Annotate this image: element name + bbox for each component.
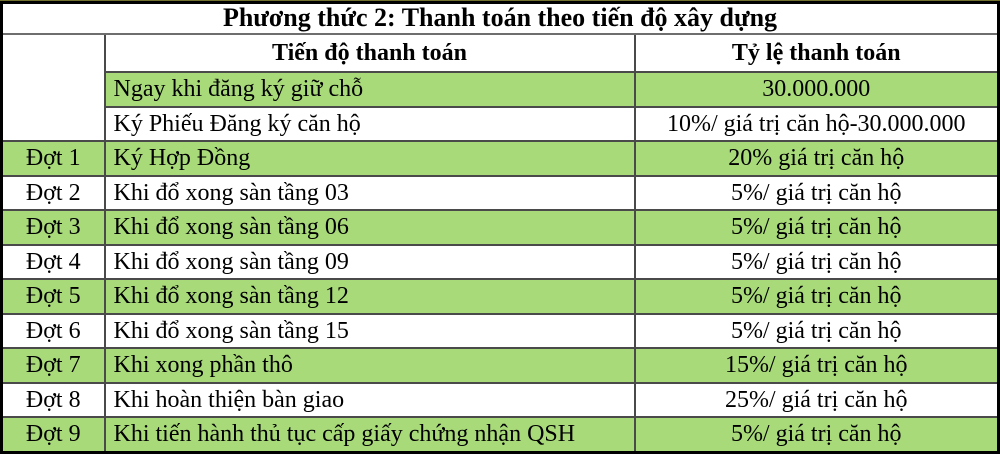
table-header-row: Tiến độ thanh toán Tỷ lệ thanh toán	[0, 32, 1000, 143]
ratio-cell: 5%/ giá trị căn hộ	[633, 312, 1000, 350]
ratio-cell: 20% giá trị căn hộ	[633, 140, 1000, 177]
progress-cell: Ký Phiếu Đăng ký căn hộ	[103, 105, 636, 143]
stage-cell: Đợt 7	[0, 347, 106, 384]
stage-cell: Đợt 6	[0, 312, 106, 350]
stage-cell: Đợt 8	[0, 381, 106, 419]
column-header-ratio: Tỷ lệ thanh toán	[633, 33, 1000, 73]
progress-cell: Khi tiến hành thủ tục cấp giấy chứng nhậ…	[103, 416, 636, 454]
table-row: Đợt 4 Khi đổ xong sàn tầng 09 5%/ giá tr…	[0, 243, 1000, 281]
ratio-cell: 25%/ giá trị căn hộ	[633, 381, 1000, 419]
table-row: Đợt 7 Khi xong phần thô 15%/ giá trị căn…	[0, 347, 1000, 384]
ratio-cell: 10%/ giá trị căn hộ-30.000.000	[633, 105, 1000, 143]
progress-cell: Khi đổ xong sàn tầng 03	[103, 174, 636, 212]
progress-cell: Khi đổ xong sàn tầng 06	[103, 209, 636, 246]
ratio-cell: 5%/ giá trị căn hộ	[633, 209, 1000, 246]
ratio-cell: 5%/ giá trị căn hộ	[633, 174, 1000, 212]
stage-cell: Đợt 2	[0, 174, 106, 212]
progress-cell: Khi đổ xong sàn tầng 09	[103, 243, 636, 281]
stage-cell: Đợt 9	[0, 416, 106, 454]
stage-cell: Đợt 5	[0, 278, 106, 315]
table-row: Phương thức 2: Thanh toán theo tiến độ x…	[0, 1, 1000, 35]
table-row: Đợt 8 Khi hoàn thiện bàn giao 25%/ giá t…	[0, 381, 1000, 419]
table-row: Đợt 6 Khi đổ xong sàn tầng 15 5%/ giá tr…	[0, 312, 1000, 350]
stage-cell: Đợt 1	[0, 140, 106, 177]
table-row: Ký Phiếu Đăng ký căn hộ 10%/ giá trị căn…	[2, 105, 1000, 143]
table-row: Đợt 2 Khi đổ xong sàn tầng 03 5%/ giá tr…	[0, 174, 1000, 212]
column-header-progress: Tiến độ thanh toán	[103, 33, 636, 73]
progress-cell: Khi xong phần thô	[103, 347, 636, 384]
progress-cell: Khi đổ xong sàn tầng 15	[103, 312, 636, 350]
table-row: Đợt 9 Khi tiến hành thủ tục cấp giấy chứ…	[0, 416, 1000, 454]
table-row: Đợt 5 Khi đổ xong sàn tầng 12 5%/ giá tr…	[0, 278, 1000, 315]
ratio-cell: 5%/ giá trị căn hộ	[633, 243, 1000, 281]
table-row: Ngay khi đăng ký giữ chỗ 30.000.000	[2, 71, 1000, 108]
stage-cell: Đợt 4	[0, 243, 106, 281]
ratio-cell: 15%/ giá trị căn hộ	[633, 347, 1000, 384]
table-row: Đợt 3 Khi đổ xong sàn tầng 06 5%/ giá tr…	[0, 209, 1000, 246]
table-row: Đợt 1 Ký Hợp Đồng 20% giá trị căn hộ	[0, 140, 1000, 177]
ratio-cell: 5%/ giá trị căn hộ	[633, 278, 1000, 315]
progress-cell: Khi hoàn thiện bàn giao	[103, 381, 636, 419]
ratio-cell: 5%/ giá trị căn hộ	[633, 416, 1000, 454]
table-title: Phương thức 2: Thanh toán theo tiến độ x…	[0, 1, 1000, 35]
ratio-cell: 30.000.000	[633, 71, 1000, 108]
progress-cell: Ngay khi đăng ký giữ chỗ	[103, 71, 636, 108]
stage-cell: Đợt 3	[0, 209, 106, 246]
progress-cell: Khi đổ xong sàn tầng 12	[103, 278, 636, 315]
progress-cell: Ký Hợp Đồng	[103, 140, 636, 177]
stage-merged-empty-cell	[0, 32, 106, 143]
